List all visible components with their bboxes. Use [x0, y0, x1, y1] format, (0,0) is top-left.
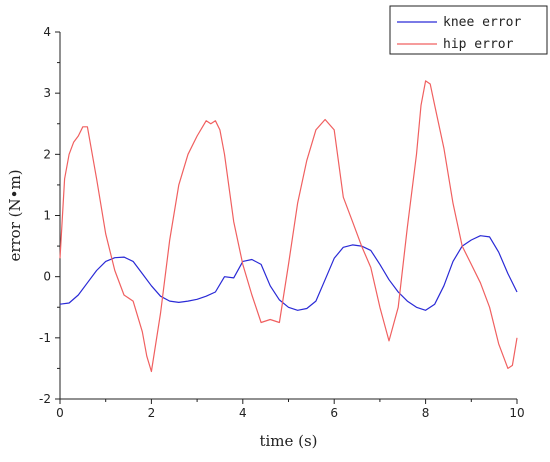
y-tick-label: 1	[43, 209, 51, 223]
x-tick-label: 0	[56, 406, 64, 420]
x-axis-label: time (s)	[259, 432, 317, 450]
legend: knee error hip error	[389, 5, 548, 55]
legend-label: hip error	[443, 37, 514, 52]
legend-label: knee error	[443, 15, 521, 30]
x-tick-label: 10	[509, 406, 524, 420]
x-tick-label: 6	[330, 406, 338, 420]
y-tick-label: -1	[39, 331, 51, 345]
x-tick-label: 8	[422, 406, 430, 420]
y-tick-label: 4	[43, 25, 51, 39]
y-tick-label: 0	[43, 270, 51, 284]
y-axis-label: error (N•m)	[6, 169, 24, 261]
y-tick-label: 2	[43, 147, 51, 161]
series-group	[59, 80, 518, 373]
ticks: 0 2 4 6 8 10 -2 -1 0 1 2 3 4	[39, 25, 525, 420]
axes	[59, 32, 517, 400]
y-tick-label: -2	[39, 392, 51, 406]
y-tick-label: 3	[43, 86, 51, 100]
x-tick-label: 2	[148, 406, 156, 420]
x-tick-label: 4	[239, 406, 247, 420]
legend-box	[389, 5, 548, 55]
series-line-knee-error	[59, 235, 518, 311]
series-line-hip-error	[59, 80, 518, 373]
